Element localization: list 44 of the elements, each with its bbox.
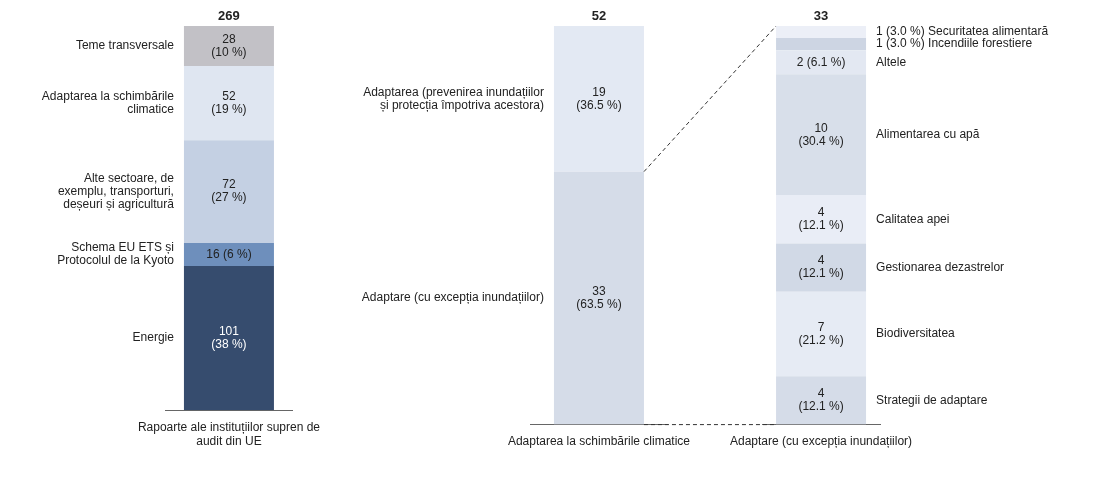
bar: [183, 140, 274, 244]
data-label: 2 (6.1 %): [796, 54, 846, 69]
bar: [776, 26, 867, 39]
data-label: 4 (12.1 %): [798, 205, 844, 233]
data-label: 52 (19 %): [211, 88, 247, 116]
x-tick-label: Adaptarea la schimbările climatice: [507, 434, 691, 449]
x-tick-label: Adaptare (cu excepția inundațiilor): [730, 434, 913, 449]
data-label: 33 (63.5 %): [576, 283, 622, 311]
data-label: 7 (21.2 %): [798, 319, 844, 347]
total-label: 52: [591, 7, 607, 23]
data-label: 28 (10 %): [211, 31, 247, 59]
total-label: 33: [813, 7, 829, 23]
bar: [183, 65, 274, 141]
series-label: Strategii de adaptare: [876, 392, 988, 407]
series-label: Altele: [876, 54, 907, 69]
data-label: 101 (38 %): [211, 323, 247, 351]
x-tick-label: Rapoarte ale instituțiilor supren de audit din UE: [137, 419, 321, 449]
series-label: Adaptarea (prevenirea inundațiilor și protecția împotriva acestora): [363, 84, 544, 112]
data-label: 10 (30.4 %): [798, 120, 844, 148]
bar: [776, 195, 867, 244]
text: 1 (3.0 %) Incendiile forestiere: [876, 36, 1033, 51]
series-label: Biodiversitatea: [876, 326, 956, 341]
series-label: Energie: [132, 330, 175, 345]
bar: [776, 243, 867, 292]
series-label: Calitatea apei: [876, 211, 950, 226]
bar: [776, 376, 867, 425]
data-label: 4 (12.1 %): [798, 253, 844, 281]
data-label: 72 (27 %): [211, 177, 247, 205]
series-label: Gestionarea dezastrelor: [876, 259, 1005, 274]
bar: [776, 291, 867, 377]
series-label: Teme transversale: [75, 38, 175, 53]
series-label: Adaptare (cu excepția inundațiilor): [361, 290, 544, 305]
data-label: 4 (12.1 %): [798, 386, 844, 414]
bar: [183, 265, 274, 411]
data-label: 16 (6 %): [206, 246, 252, 261]
bar: [183, 26, 274, 66]
total-label: 269: [218, 7, 240, 23]
data-label: 19 (36.5 %): [576, 84, 622, 112]
text: 1 (3.0 %) Securitatea alimentară: [876, 24, 1049, 39]
series-label: Alimentarea cu apă: [876, 127, 980, 142]
bar: [776, 38, 867, 51]
series-label: Adaptarea la schimbările climatice: [41, 88, 175, 116]
series-label: Schema EU ETS și Protocolul de la Kyoto: [57, 240, 175, 268]
series-label: Alte sectoare, de exemplu, transporturi, deșeuri și agricultură: [57, 170, 175, 211]
